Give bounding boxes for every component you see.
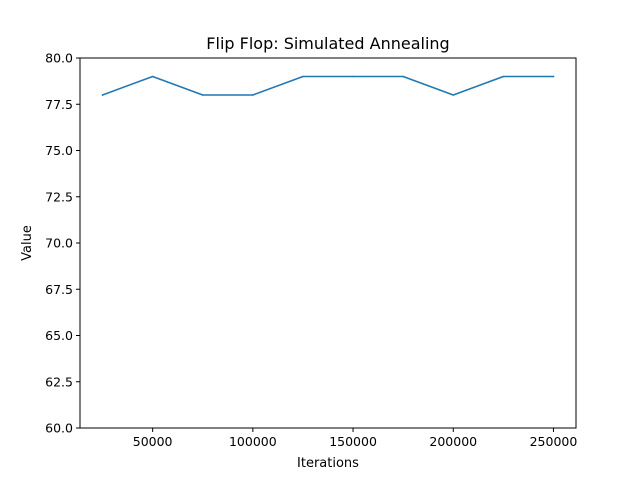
y-axis: 60.0 62.5 65.0 67.5 70.0 72.5 75.0 77.5 80.0 [45, 51, 80, 436]
data-point [252, 94, 254, 96]
data-point [452, 94, 455, 96]
x-tick-label: 50000 [133, 434, 173, 449]
y-tick-label: 70.0 [45, 236, 73, 251]
y-tick-label: 65.0 [45, 328, 73, 343]
y-axis-title: Value [20, 225, 35, 261]
x-tick-label: 150000 [329, 434, 377, 449]
y-tick-label: 80.0 [45, 51, 73, 66]
x-tick-label: 200000 [429, 434, 477, 449]
data-point [502, 75, 505, 78]
series-line-0 [101, 75, 555, 96]
x-axis-title: Iterations [297, 456, 359, 471]
y-tick-label: 62.5 [45, 374, 73, 389]
data-point [101, 94, 104, 96]
data-point [302, 75, 304, 78]
plot-frame [79, 57, 577, 429]
plot-area [101, 75, 555, 96]
y-tick-label: 67.5 [45, 282, 73, 297]
x-tick-label: 250000 [530, 434, 578, 449]
x-axis: 50000 100000 150000 200000 250000 [133, 428, 578, 449]
y-tick-label: 72.5 [45, 189, 73, 204]
data-point [151, 75, 154, 78]
data-point [352, 75, 354, 78]
y-tick-label: 77.5 [45, 97, 73, 112]
data-point [402, 75, 404, 78]
y-tick-label: 75.0 [45, 143, 73, 158]
y-tick-label: 60.0 [45, 421, 73, 436]
data-point [552, 75, 555, 78]
chart-title: Flip Flop: Simulated Annealing [206, 34, 449, 53]
data-point [201, 94, 204, 96]
x-tick-label: 100000 [229, 434, 277, 449]
